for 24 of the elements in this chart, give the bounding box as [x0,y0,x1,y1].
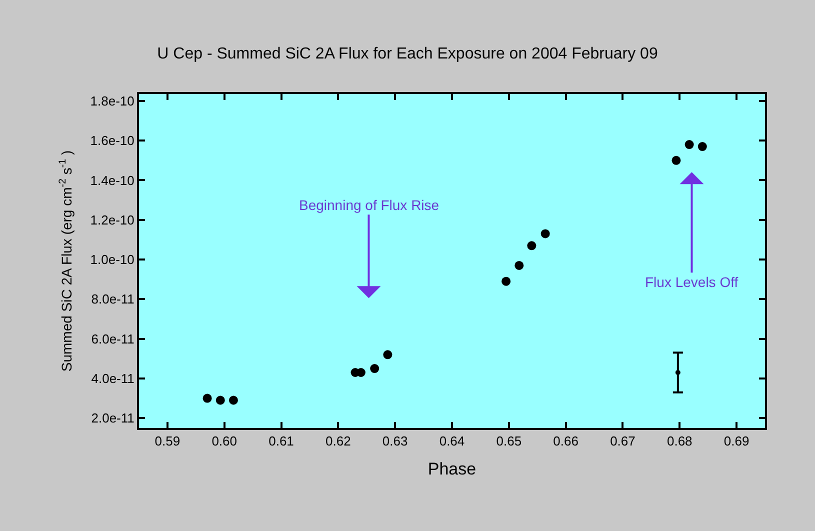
x-tick-label: 0.66 [553,434,578,449]
x-tick-label: 0.68 [666,434,692,449]
chart-title: U Cep - Summed SiC 2A Flux for Each Exposure on 2004 February 09 [157,46,658,63]
y-tick-label: 6.0e-11 [91,331,134,346]
x-tick-label: 0.59 [154,434,180,449]
y-tick-label: 1.4e-10 [90,172,134,188]
y-tick-label: 1.0e-10 [90,252,134,268]
y-tick-label: 1.8e-10 [90,93,134,108]
x-tick-label: 0.60 [212,434,238,449]
y-tick-label: 1.6e-10 [90,133,134,148]
y-tick-label: 2.0e-11 [91,410,134,426]
x-tick-label: 0.65 [496,434,522,449]
x-tick-label: 0.62 [326,434,351,449]
x-axis-title: Phase [428,460,476,478]
y-tick-label: 4.0e-11 [91,371,134,386]
x-tick-label: 0.67 [610,434,636,449]
x-tick-label: 0.64 [439,434,465,449]
y-tick-label: 1.2e-10 [90,212,134,228]
y-tick-label: 8.0e-11 [91,292,134,307]
x-tick-label: 0.61 [268,434,294,449]
x-tick-label: 0.63 [382,434,408,449]
annotation: Beginning of Flux Rise [299,197,440,213]
annotation: Flux Levels Off [645,274,738,290]
x-tick-label: 0.69 [724,434,750,449]
